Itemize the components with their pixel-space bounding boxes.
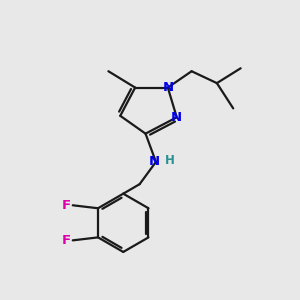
Text: F: F <box>62 234 71 247</box>
Text: N: N <box>162 81 173 94</box>
Text: N: N <box>171 111 182 124</box>
Text: N: N <box>149 155 160 168</box>
Text: H: H <box>164 154 174 167</box>
Text: F: F <box>62 199 71 212</box>
